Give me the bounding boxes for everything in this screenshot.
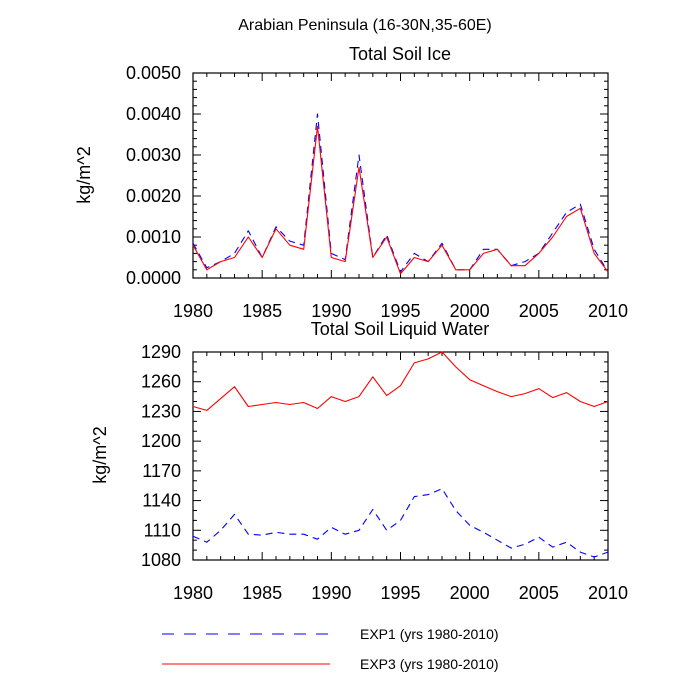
y-tick-label: 1170: [142, 461, 181, 481]
series-line-exp3: [192, 351, 609, 411]
y-tick-label: 0.0040: [126, 104, 181, 124]
panel-total-soil-ice: Total Soil Ice kg/m^2 1980 1985 1990 1995 20…: [74, 44, 628, 321]
y-axis-label: kg/m^2: [74, 146, 94, 203]
panel-total-soil-liquid-water: Total Soil Liquid Water kg/m^2 1980 1985 1…: [90, 319, 628, 603]
x-tick-label: 1995: [380, 583, 420, 603]
legend-label-exp1: EXP1 (yrs 1980-2010): [360, 626, 499, 642]
y-tick-label: 0.0020: [126, 186, 181, 206]
series-line-exp1: [192, 488, 609, 558]
x-tick-label: 1995: [380, 301, 420, 321]
y-axis-label: kg/m^2: [90, 426, 110, 483]
x-tick-label: 2000: [450, 301, 490, 321]
y-tick-label: 1260: [141, 372, 181, 392]
plot-area: 1980 1985 1990 1995 2000 2005 2010 0.0000 0.0010…: [126, 63, 628, 321]
x-tick-label: 2010: [588, 583, 628, 603]
y-tick-label: 1140: [142, 491, 181, 511]
x-tick-label: 1980: [173, 583, 213, 603]
x-tick-label: 2000: [450, 583, 490, 603]
y-tick-label: 1110: [144, 520, 181, 540]
series-line-exp3: [192, 125, 609, 275]
panel-title: Total Soil Ice: [349, 44, 451, 64]
x-tick-label: 2010: [588, 301, 628, 321]
y-tick-label: 0.0010: [126, 227, 181, 247]
plot-frame: [192, 351, 609, 561]
y-tick-label: 0.0000: [126, 268, 181, 288]
y-tick-label: 1290: [141, 342, 181, 362]
x-tick-label: 1985: [242, 583, 282, 603]
figure-title: Arabian Peninsula (16-30N,35-60E): [238, 17, 491, 34]
x-tick-label: 1990: [311, 301, 351, 321]
legend: EXP1 (yrs 1980-2010) EXP3 (yrs 1980-2010…: [162, 626, 499, 672]
plot-area: 1980 1985 1990 1995 2000 2005 2010 1080 1110 1140…: [141, 342, 628, 603]
y-tick-label: 1200: [141, 431, 181, 451]
panel-title: Total Soil Liquid Water: [311, 319, 489, 339]
y-tick-label: 1080: [141, 550, 181, 570]
y-tick-label: 0.0030: [126, 145, 181, 165]
y-tick-label: 0.0050: [126, 63, 181, 83]
x-tick-label: 2005: [519, 301, 559, 321]
x-tick-label: 1980: [173, 301, 213, 321]
x-tick-label: 1990: [311, 583, 351, 603]
legend-label-exp3: EXP3 (yrs 1980-2010): [360, 656, 499, 672]
y-tick-label: 1230: [141, 401, 181, 421]
x-tick-label: 2005: [519, 583, 559, 603]
x-tick-label: 1985: [242, 301, 282, 321]
